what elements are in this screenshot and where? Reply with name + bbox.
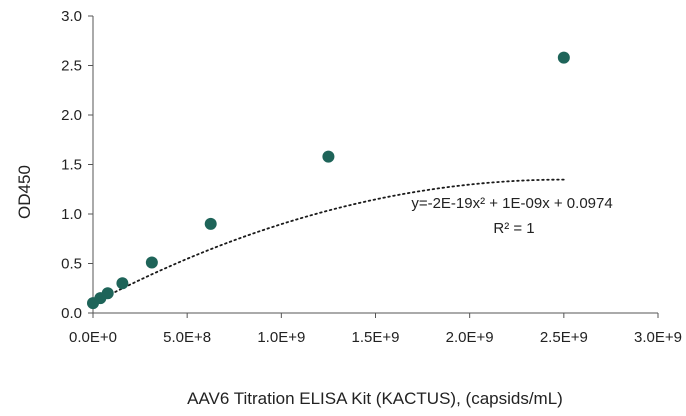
data-point (145, 256, 158, 269)
data-point (101, 287, 114, 300)
x-tick-label: 2.0E+9 (446, 329, 494, 346)
x-tick-label: 1.5E+9 (352, 329, 400, 346)
x-tick-label: 0.0E+0 (69, 329, 117, 346)
data-points (87, 51, 570, 310)
y-tick-label: 2.5 (61, 58, 82, 75)
y-tick-label: 3.0 (61, 8, 82, 25)
axes: 0.0 0.5 1.0 1.5 2.0 2.5 3.0 0.0E+0 5.0E+8 1.0E+9 1… (61, 8, 682, 346)
x-tick-label: 3.0E+9 (634, 329, 682, 346)
x-axis-title: AAV6 Titration ELISA Kit (KACTUS), (caps… (187, 389, 563, 408)
data-point (204, 217, 217, 230)
x-tick-label: 2.5E+9 (540, 329, 588, 346)
y-tick-label: 1.5 (61, 157, 82, 174)
r-squared-label: R² = 1 (493, 220, 534, 237)
trendline (92, 178, 565, 305)
y-tick-label: 1.0 (61, 206, 82, 223)
trendline-group (92, 178, 565, 305)
y-tick-label: 0.0 (61, 305, 82, 322)
y-tick-label: 0.5 (61, 256, 82, 273)
y-axis-title: OD450 (15, 165, 34, 219)
labels: y=-2E-19x² + 1E-09x + 0.0974 R² = 1 AAV6… (15, 165, 613, 408)
data-point (557, 51, 570, 64)
data-point (116, 277, 129, 290)
x-tick-label: 1.0E+9 (257, 329, 305, 346)
x-tick-label: 5.0E+8 (163, 329, 211, 346)
trendline-equation: y=-2E-19x² + 1E-09x + 0.0974 (411, 195, 612, 212)
data-point (322, 150, 335, 163)
y-tick-label: 2.0 (61, 107, 82, 124)
